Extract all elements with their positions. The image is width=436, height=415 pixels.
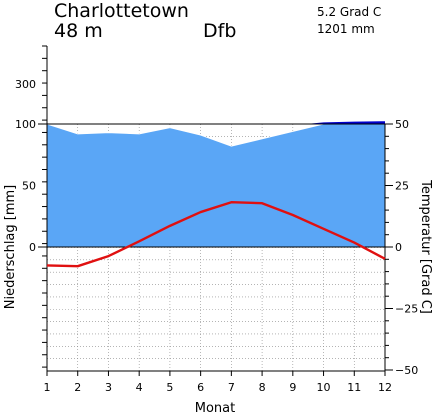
- precipitation-area: [47, 124, 385, 247]
- right-tick-label: −25: [395, 303, 418, 316]
- left-tick-label: 100: [15, 118, 36, 131]
- station-name: Charlottetown: [54, 0, 189, 22]
- right-tick-label: −50: [395, 364, 418, 377]
- right-axis-label: Temperatur [Grad C]: [418, 179, 433, 314]
- left-tick-label: 0: [29, 241, 36, 254]
- x-tick-label: 10: [317, 381, 331, 394]
- climate-class: Dfb: [203, 20, 237, 42]
- left-tick-label: 50: [22, 180, 36, 193]
- mean-temperature: 5.2 Grad C: [317, 5, 382, 19]
- x-axis-label: Monat: [195, 401, 235, 415]
- temperature-line: [46, 201, 386, 268]
- x-tick-label: 8: [259, 381, 266, 394]
- right-tick-label: 0: [395, 241, 402, 254]
- x-tick-label: 2: [74, 381, 81, 394]
- annual-precipitation: 1201 mm: [317, 22, 375, 36]
- x-tick-label: 4: [136, 381, 143, 394]
- tick-marks: [42, 45, 393, 376]
- x-tick-label: 5: [166, 381, 173, 394]
- left-tick-label: 300: [15, 78, 36, 91]
- x-tick-label: 12: [378, 381, 392, 394]
- right-tick-label: 50: [395, 118, 409, 131]
- station-elevation: 48 m: [54, 20, 103, 42]
- x-tick-label: 3: [105, 381, 112, 394]
- x-tick-label: 9: [289, 381, 296, 394]
- x-tick-label: 7: [228, 381, 235, 394]
- right-tick-label: 25: [395, 180, 409, 193]
- x-tick-label: 1: [44, 381, 51, 394]
- x-tick-label: 6: [197, 381, 204, 394]
- left-axis-label: Niederschlag [mm]: [3, 185, 18, 310]
- x-tick-label: 11: [347, 381, 361, 394]
